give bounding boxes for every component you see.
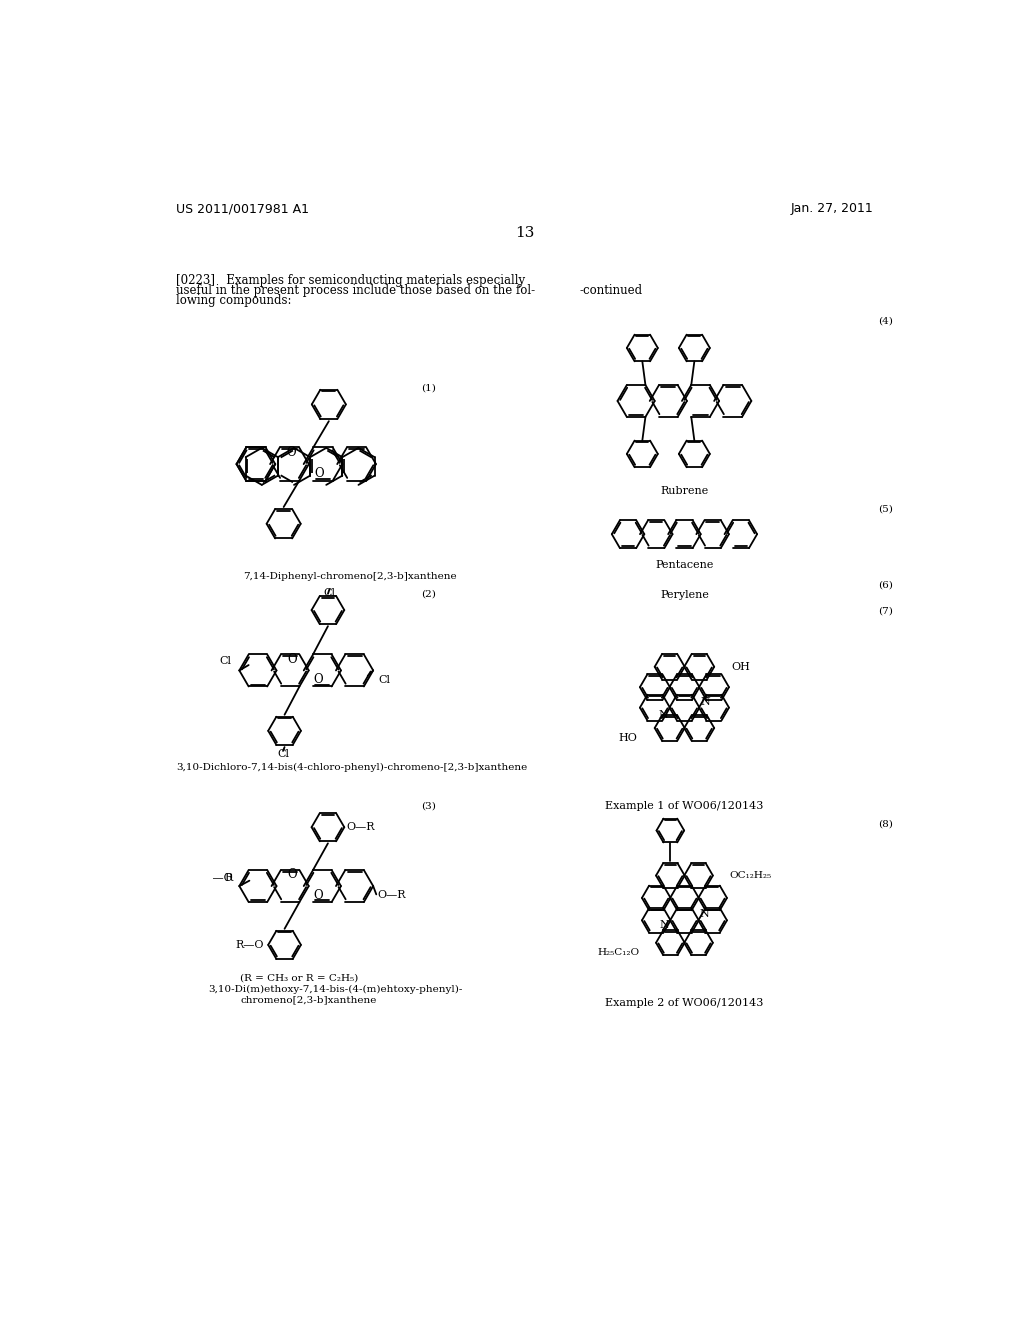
Text: (1): (1) [421, 384, 436, 393]
Text: Cl: Cl [324, 587, 336, 598]
Text: O: O [314, 467, 324, 480]
Text: (5): (5) [879, 506, 893, 513]
Text: OC₁₂H₂₅: OC₁₂H₂₅ [729, 871, 771, 879]
Text: O—R: O—R [377, 890, 406, 900]
Text: (6): (6) [879, 581, 893, 589]
Text: 3,10-Di(m)ethoxy-7,14-bis-(4-(m)ehtoxy-phenyl)-: 3,10-Di(m)ethoxy-7,14-bis-(4-(m)ehtoxy-p… [208, 985, 462, 994]
Text: R: R [225, 874, 233, 883]
Text: 7,14-Diphenyl-chromeno[2,3-b]xanthene: 7,14-Diphenyl-chromeno[2,3-b]xanthene [243, 572, 457, 581]
Text: Example 1 of WO06/120143: Example 1 of WO06/120143 [605, 801, 764, 812]
Text: H₂₅C₁₂O: H₂₅C₁₂O [597, 948, 640, 957]
Text: Jan. 27, 2011: Jan. 27, 2011 [791, 202, 873, 215]
Text: chromeno[2,3-b]xanthene: chromeno[2,3-b]xanthene [241, 995, 377, 1005]
Text: Perylene: Perylene [660, 590, 709, 599]
Text: O: O [287, 653, 297, 665]
Text: (2): (2) [421, 590, 436, 598]
Text: Example 2 of WO06/120143: Example 2 of WO06/120143 [605, 998, 764, 1007]
Text: O: O [287, 869, 297, 882]
Text: 3,10-Dichloro-7,14-bis(4-chloro-phenyl)-chromeno-[2,3-b]xanthene: 3,10-Dichloro-7,14-bis(4-chloro-phenyl)-… [176, 763, 527, 772]
Text: HO: HO [618, 733, 638, 743]
Text: O: O [313, 673, 324, 686]
Text: Cl: Cl [379, 675, 390, 685]
Text: US 2011/0017981 A1: US 2011/0017981 A1 [176, 202, 309, 215]
Text: O: O [313, 888, 324, 902]
Text: -continued: -continued [579, 284, 642, 297]
Text: R—O: R—O [236, 940, 264, 950]
Text: N: N [659, 920, 670, 931]
Text: OH: OH [731, 661, 751, 672]
Text: Cl: Cl [278, 748, 289, 759]
Text: (R = CH₃ or R = C₂H₅): (R = CH₃ or R = C₂H₅) [241, 973, 358, 982]
Text: lowing compounds:: lowing compounds: [176, 294, 292, 308]
Text: Pentacene: Pentacene [655, 561, 714, 570]
Text: O: O [287, 446, 296, 459]
Text: (7): (7) [879, 607, 893, 615]
Text: Rubrene: Rubrene [660, 486, 709, 495]
Text: useful in the present process include those based on the fol-: useful in the present process include th… [176, 284, 536, 297]
Text: N: N [699, 909, 709, 919]
Text: N: N [658, 710, 669, 721]
Text: 13: 13 [515, 226, 535, 240]
Text: —O: —O [203, 874, 233, 883]
Text: (8): (8) [879, 818, 893, 828]
Text: O—R: O—R [347, 822, 375, 832]
Text: (3): (3) [421, 801, 436, 810]
Text: N: N [700, 697, 710, 708]
Text: (4): (4) [879, 317, 893, 325]
Text: [0223]   Examples for semiconducting materials especially: [0223] Examples for semiconducting mater… [176, 275, 525, 286]
Text: Cl: Cl [219, 656, 231, 667]
